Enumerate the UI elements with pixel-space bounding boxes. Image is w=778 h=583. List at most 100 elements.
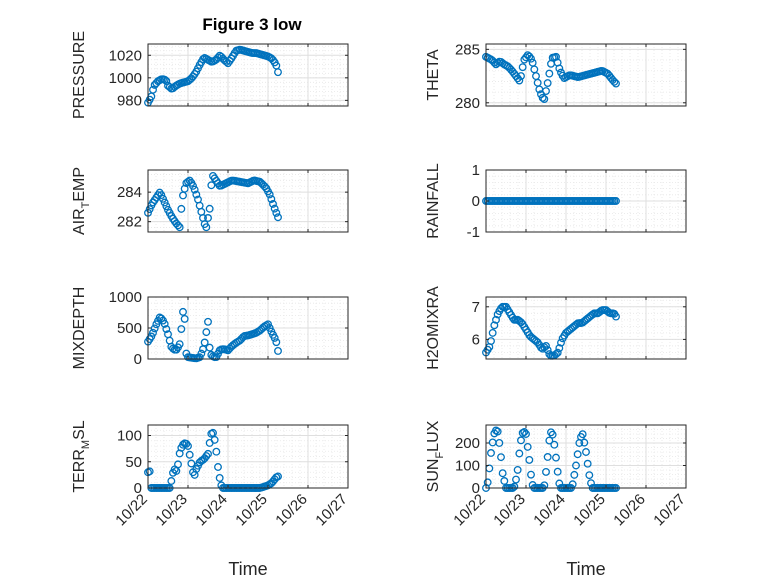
data-point	[517, 436, 525, 445]
data-point	[553, 467, 562, 476]
axes-box	[147, 424, 349, 489]
data-point	[205, 343, 214, 352]
y-axis-label: MIXDEPTH	[71, 287, 88, 370]
y-tick-label: 980	[117, 92, 142, 109]
data-point	[495, 439, 504, 447]
data-point	[149, 328, 157, 337]
axes-box	[485, 296, 687, 360]
data-point	[265, 190, 274, 199]
data-point	[545, 69, 554, 78]
data-point	[580, 438, 589, 447]
data-point	[204, 449, 212, 458]
x-axis-label: Time	[228, 559, 267, 579]
data-point	[548, 430, 557, 439]
data-point	[552, 350, 560, 359]
data-point	[270, 333, 279, 342]
data-point	[540, 481, 549, 490]
axes-box	[147, 169, 349, 233]
data-point	[182, 439, 191, 448]
data-point	[177, 204, 186, 213]
data-point	[184, 177, 192, 186]
data-point	[552, 453, 560, 462]
data-point	[542, 467, 550, 476]
data-point	[492, 315, 500, 324]
data-point	[187, 459, 196, 468]
data-point	[498, 469, 507, 478]
data-point	[200, 338, 209, 347]
data-point	[269, 199, 277, 208]
y-tick-label: 282	[117, 214, 142, 231]
y-tick-label: 100	[455, 458, 480, 475]
y-tick-label: 200	[455, 435, 480, 452]
y-axis-label: SUNFLUX	[425, 420, 446, 492]
data-point	[162, 77, 171, 85]
y-tick-label: 0	[134, 351, 142, 368]
data-point	[542, 87, 550, 95]
data-point	[265, 323, 274, 332]
data-point	[190, 185, 199, 194]
data-point	[162, 325, 171, 333]
data-point	[610, 77, 619, 86]
y-axis-label: PRESSURE	[71, 31, 88, 119]
y-tick-label: 1000	[109, 70, 142, 87]
axes-box	[147, 43, 349, 107]
data-point	[537, 343, 545, 352]
y-tick-label: 285	[455, 41, 480, 58]
data-point	[174, 221, 182, 230]
data-point	[160, 75, 169, 84]
data-point	[612, 79, 620, 88]
data-point	[525, 52, 534, 61]
data-point	[274, 472, 282, 481]
data-point	[174, 460, 182, 469]
data-point	[195, 353, 204, 362]
y-axis-label: THETA	[425, 49, 442, 101]
data-point	[204, 317, 212, 326]
data-point	[545, 436, 554, 445]
data-point	[543, 79, 552, 87]
data-point	[525, 455, 534, 464]
y-axis-label: TERRMSL	[71, 420, 92, 492]
data-point	[180, 314, 189, 323]
data-point	[167, 477, 176, 485]
data-point	[215, 473, 224, 482]
subplot-rainfall: -1 0 1 RAINFALL	[425, 162, 687, 241]
data-point	[490, 321, 499, 330]
data-point	[550, 440, 559, 449]
data-point	[542, 342, 550, 350]
data-point	[578, 430, 587, 439]
data-point	[205, 204, 214, 213]
data-point	[517, 72, 525, 81]
data-point	[145, 205, 154, 214]
subplot-theta: 280 285 THETA	[425, 41, 687, 112]
data-point	[274, 213, 282, 222]
data-point	[583, 459, 592, 468]
data-point	[177, 325, 186, 333]
data-point	[513, 465, 522, 474]
data-point	[214, 53, 222, 62]
data-point	[184, 442, 192, 450]
data-point	[202, 328, 211, 337]
data-point	[553, 348, 562, 357]
data-point	[572, 461, 580, 470]
data-point	[488, 328, 497, 337]
data-point	[160, 319, 169, 328]
data-point	[527, 470, 535, 479]
subplot-air: 282 284 AIRTEMP	[71, 167, 349, 235]
data-point	[189, 181, 197, 190]
y-tick-label: -1	[467, 224, 480, 241]
data-point	[202, 452, 211, 461]
data-point	[270, 204, 279, 213]
data-point	[522, 53, 530, 62]
data-point	[520, 428, 529, 436]
y-tick-label: 0	[472, 480, 480, 497]
axes-box	[485, 43, 687, 107]
subplot-mixdepth: 0 500 1000 MIXDEPTH	[71, 287, 349, 370]
data-point	[162, 202, 171, 211]
data-point	[585, 471, 594, 480]
data-point	[210, 435, 219, 444]
data-point	[159, 194, 167, 203]
data-point	[483, 478, 492, 487]
